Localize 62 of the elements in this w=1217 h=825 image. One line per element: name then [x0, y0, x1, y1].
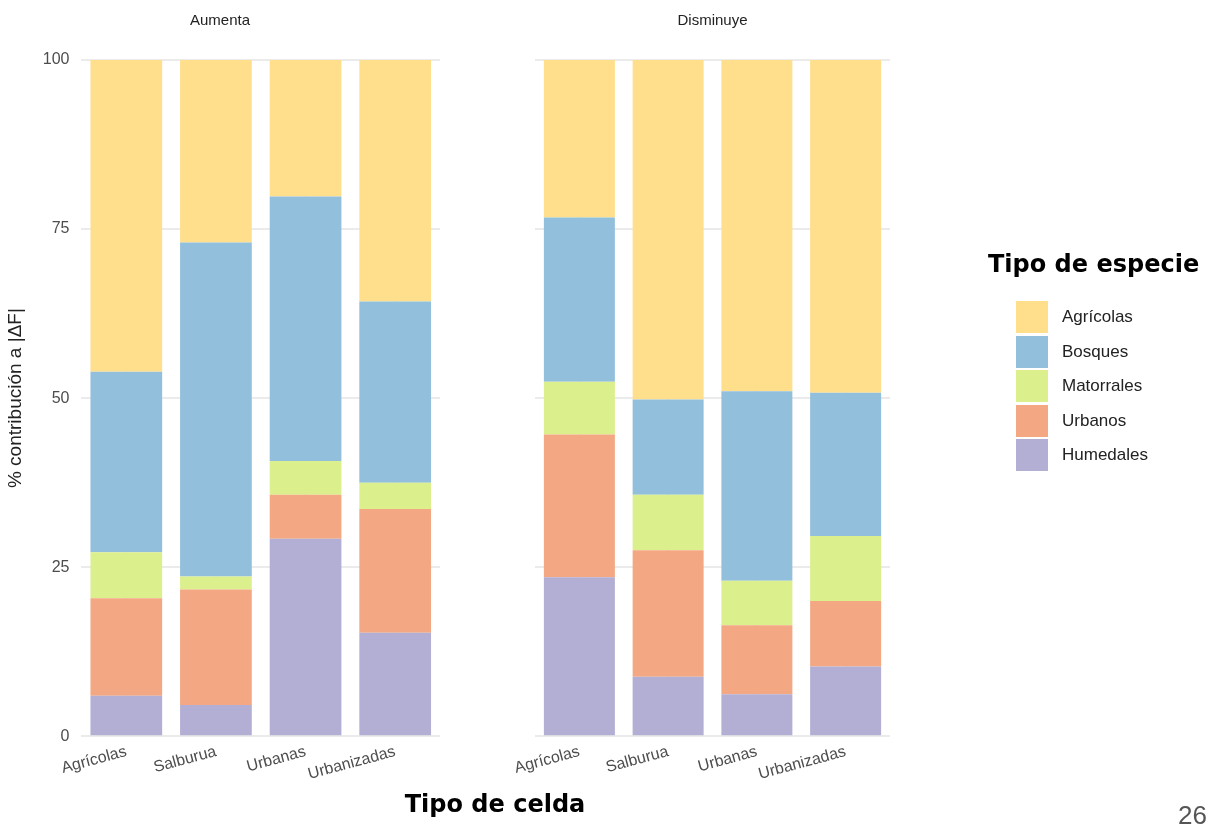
bar: [543, 577, 615, 736]
y-tick-label: 0: [60, 726, 70, 744]
bar: [90, 598, 163, 696]
bar: [721, 391, 793, 581]
x-axis-title: Tipo de celda: [403, 790, 587, 818]
legend-label: Bosques: [1062, 341, 1129, 362]
bar: [269, 538, 342, 736]
x-tick-label: Agrícolas: [59, 742, 129, 776]
bar: [180, 589, 252, 706]
bar: [632, 550, 704, 677]
bar: [543, 60, 615, 218]
bar: [632, 399, 704, 495]
bar: [543, 381, 615, 435]
bar: [269, 494, 342, 539]
bar: [359, 509, 432, 633]
bar: [269, 60, 342, 197]
bar: [810, 600, 882, 667]
y-tick-label: 75: [51, 219, 70, 237]
bar: [180, 705, 252, 736]
bar: [810, 392, 882, 537]
bar: [269, 460, 342, 495]
legend-label: Humedales: [1062, 445, 1148, 466]
y-axis-title: % contribución a |ΔF|: [3, 308, 25, 489]
bar: [721, 694, 793, 736]
bar: [269, 196, 342, 461]
bar: [180, 242, 252, 577]
bar: [810, 536, 882, 601]
bar: [543, 434, 615, 578]
bar: [632, 494, 704, 551]
bar: [90, 371, 163, 553]
y-tick-label: 100: [42, 50, 70, 68]
chart-title: Aumenta: [189, 11, 251, 29]
bar: [180, 60, 252, 243]
text: 26: [1178, 800, 1207, 825]
bar: [721, 625, 793, 695]
bar: [359, 632, 432, 736]
x-tick-label: Agrícolas: [512, 742, 582, 776]
x-tick-label: Salburua: [151, 742, 218, 776]
bar: [810, 666, 882, 736]
bar: [810, 60, 882, 393]
bar: [90, 695, 163, 736]
bar: [359, 301, 432, 483]
bar: [359, 482, 432, 509]
bar: [721, 580, 793, 626]
bar: [180, 576, 252, 590]
legend-label: Matorrales: [1062, 376, 1143, 397]
x-tick-label: Urbanas: [695, 742, 759, 775]
y-tick-label: 50: [51, 388, 70, 406]
bar: [632, 60, 704, 400]
x-tick-label: Urbanas: [244, 742, 308, 775]
bar: [90, 60, 163, 372]
legend-title: Tipo de especie: [988, 250, 1200, 278]
y-tick-label: 25: [51, 557, 70, 575]
legend-label: Urbanos: [1062, 410, 1127, 431]
chart-title: Disminuye: [677, 11, 748, 29]
bar: [359, 60, 432, 302]
bar: [632, 676, 704, 736]
bar: [543, 217, 615, 382]
x-tick-label: Salburua: [603, 742, 671, 776]
legend-label: Agrícolas: [1062, 307, 1133, 328]
bar: [90, 552, 163, 599]
bar: [721, 60, 793, 392]
